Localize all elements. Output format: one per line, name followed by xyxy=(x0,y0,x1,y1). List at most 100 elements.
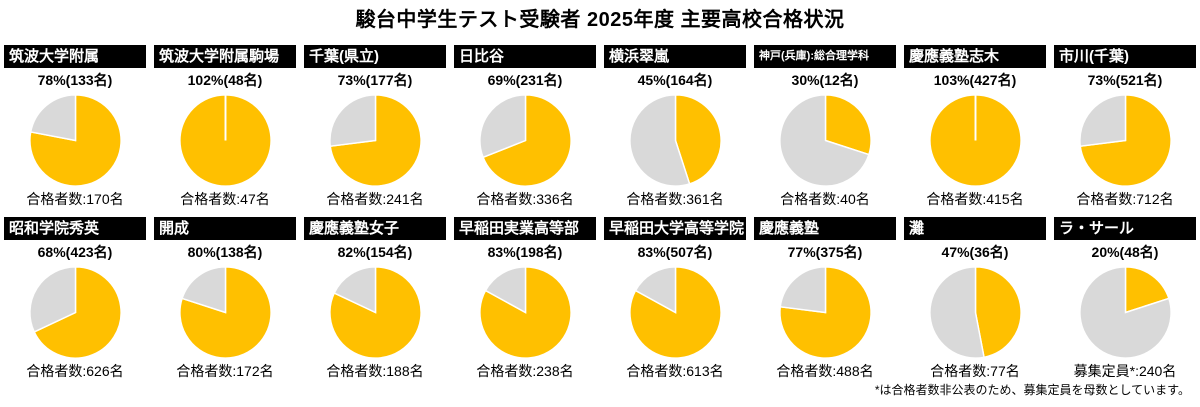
school-cell: 昭和学院秀英 68%(423名) 合格者数:626名 xyxy=(0,217,150,381)
footnote: *は合格者数非公表のため、募集定員を母数としています。 xyxy=(874,383,1190,397)
pass-rate-label: 78%(133名) xyxy=(37,72,113,88)
pie-chart xyxy=(928,266,1022,359)
remainder-slice xyxy=(928,266,985,359)
pie-chart xyxy=(628,266,722,359)
pass-slice xyxy=(32,266,122,359)
pie-chart xyxy=(28,94,122,187)
pie-chart xyxy=(778,266,872,359)
school-header: 横浜翠嵐 xyxy=(604,45,746,68)
school-cell: 早稲田大学高等学院 83%(507名) 合格者数:613名 xyxy=(600,217,750,381)
school-header: 日比谷 xyxy=(454,45,596,68)
school-header: 市川(千葉) xyxy=(1054,45,1196,68)
pass-rate-label: 83%(507名) xyxy=(637,244,713,260)
denominator-label: 合格者数:712名 xyxy=(1076,191,1174,207)
pass-rate-label: 103%(427名) xyxy=(933,72,1017,88)
pass-slice xyxy=(674,94,722,185)
pass-rate-label: 73%(177名) xyxy=(337,72,413,88)
pass-rate-label: 77%(375名) xyxy=(787,244,863,260)
pass-slice xyxy=(974,266,1022,359)
school-cell: 横浜翠嵐 45%(164名) 合格者数:361名 xyxy=(600,45,750,209)
denominator-label: 合格者数:238名 xyxy=(476,363,574,379)
school-header: 早稲田大学高等学院 xyxy=(604,217,746,240)
remainder-slice xyxy=(180,266,226,314)
remainder-slice xyxy=(628,94,691,187)
denominator-label: 合格者数:170名 xyxy=(26,191,124,207)
pie-chart xyxy=(328,266,422,359)
denominator-label: 合格者数:241名 xyxy=(326,191,424,207)
remainder-slice xyxy=(478,94,526,159)
school-header: 慶應義塾志木 xyxy=(904,45,1046,68)
denominator-label: 合格者数:488名 xyxy=(776,363,874,379)
denominator-label: 合格者数:172名 xyxy=(176,363,274,379)
pass-slice xyxy=(481,94,572,187)
school-header: 千葉(県立) xyxy=(304,45,446,68)
pass-rate-label: 80%(138名) xyxy=(187,244,263,260)
pie-chart xyxy=(328,94,422,187)
remainder-slice xyxy=(778,266,826,314)
denominator-label: 合格者数:415名 xyxy=(926,191,1024,207)
pie-chart xyxy=(478,266,572,359)
school-cell: ラ・サール 20%(48名) 募集定員*:240名 xyxy=(1050,217,1200,381)
pass-slice xyxy=(824,94,872,156)
remainder-slice xyxy=(332,266,376,314)
school-header: ラ・サール xyxy=(1054,217,1196,240)
school-cell: 開成 80%(138名) 合格者数:172名 xyxy=(150,217,300,381)
page-title: 駿台中学生テスト受験者 2025年度 主要高校合格状況 xyxy=(355,9,845,31)
pie-chart xyxy=(1078,266,1172,359)
remainder-slice xyxy=(328,94,376,148)
school-cell: 灘 47%(36名) 合格者数:77名 xyxy=(900,217,1050,381)
remainder-slice xyxy=(1078,94,1126,148)
school-header: 神戸(兵庫):総合理学科 xyxy=(754,45,896,68)
school-header: 筑波大学附属駒場 xyxy=(154,45,296,68)
pass-rate-label: 82%(154名) xyxy=(337,244,413,260)
school-cell: 早稲田実業高等部 83%(198名) 合格者数:238名 xyxy=(450,217,600,381)
pie-chart xyxy=(178,266,272,359)
pie-chart-grid: 筑波大学附属 78%(133名) 合格者数:170名 筑波大学附属駒場 102%(48名… xyxy=(0,45,1200,381)
pie-chart xyxy=(628,94,722,187)
pie-chart xyxy=(1078,94,1172,187)
pie-chart xyxy=(178,94,272,187)
school-cell: 慶應義塾志木 103%(427名) 合格者数:415名 xyxy=(900,45,1050,209)
pass-rate-label: 30%(12名) xyxy=(791,72,859,88)
school-cell: 市川(千葉) 73%(521名) 合格者数:712名 xyxy=(1050,45,1200,209)
remainder-slice xyxy=(1078,266,1172,359)
remainder-slice xyxy=(484,266,526,314)
pass-slice xyxy=(1124,266,1170,314)
school-header: 早稲田実業高等部 xyxy=(454,217,596,240)
pass-rate-label: 73%(521名) xyxy=(1087,72,1163,88)
denominator-label: 合格者数:77名 xyxy=(930,363,1020,379)
denominator-label: 合格者数:47名 xyxy=(180,191,270,207)
school-cell: 千葉(県立) 73%(177名) 合格者数:241名 xyxy=(300,45,450,209)
school-cell: 慶應義塾 77%(375名) 合格者数:488名 xyxy=(750,217,900,381)
pass-rate-label: 83%(198名) xyxy=(487,244,563,260)
pass-rate-label: 20%(48名) xyxy=(1091,244,1159,260)
school-header: 慶應義塾女子 xyxy=(304,217,446,240)
remainder-slice xyxy=(28,266,76,333)
pie-chart xyxy=(28,266,122,359)
school-header: 開成 xyxy=(154,217,296,240)
denominator-label: 合格者数:188名 xyxy=(326,363,424,379)
pie-chart xyxy=(778,94,872,187)
pie-chart xyxy=(478,94,572,187)
school-cell: 筑波大学附属駒場 102%(48名) 合格者数:47名 xyxy=(150,45,300,209)
school-cell: 慶應義塾女子 82%(154名) 合格者数:188名 xyxy=(300,217,450,381)
school-header: 慶應義塾 xyxy=(754,217,896,240)
denominator-label: 募集定員*:240名 xyxy=(1073,363,1177,379)
pass-rate-label: 45%(164名) xyxy=(637,72,713,88)
denominator-label: 合格者数:361名 xyxy=(626,191,724,207)
school-cell: 日比谷 69%(231名) 合格者数:336名 xyxy=(450,45,600,209)
denominator-label: 合格者数:336名 xyxy=(476,191,574,207)
pass-rate-label: 47%(36名) xyxy=(941,244,1009,260)
remainder-slice xyxy=(634,266,676,314)
school-header: 筑波大学附属 xyxy=(4,45,146,68)
school-cell: 筑波大学附属 78%(133名) 合格者数:170名 xyxy=(0,45,150,209)
pass-rate-label: 102%(48名) xyxy=(187,72,263,88)
remainder-slice xyxy=(778,94,870,187)
school-header: 灘 xyxy=(904,217,1046,240)
denominator-label: 合格者数:40名 xyxy=(780,191,870,207)
remainder-slice xyxy=(29,94,76,142)
denominator-label: 合格者数:626名 xyxy=(26,363,124,379)
denominator-label: 合格者数:613名 xyxy=(626,363,724,379)
school-header: 昭和学院秀英 xyxy=(4,217,146,240)
pie-chart xyxy=(928,94,1022,187)
